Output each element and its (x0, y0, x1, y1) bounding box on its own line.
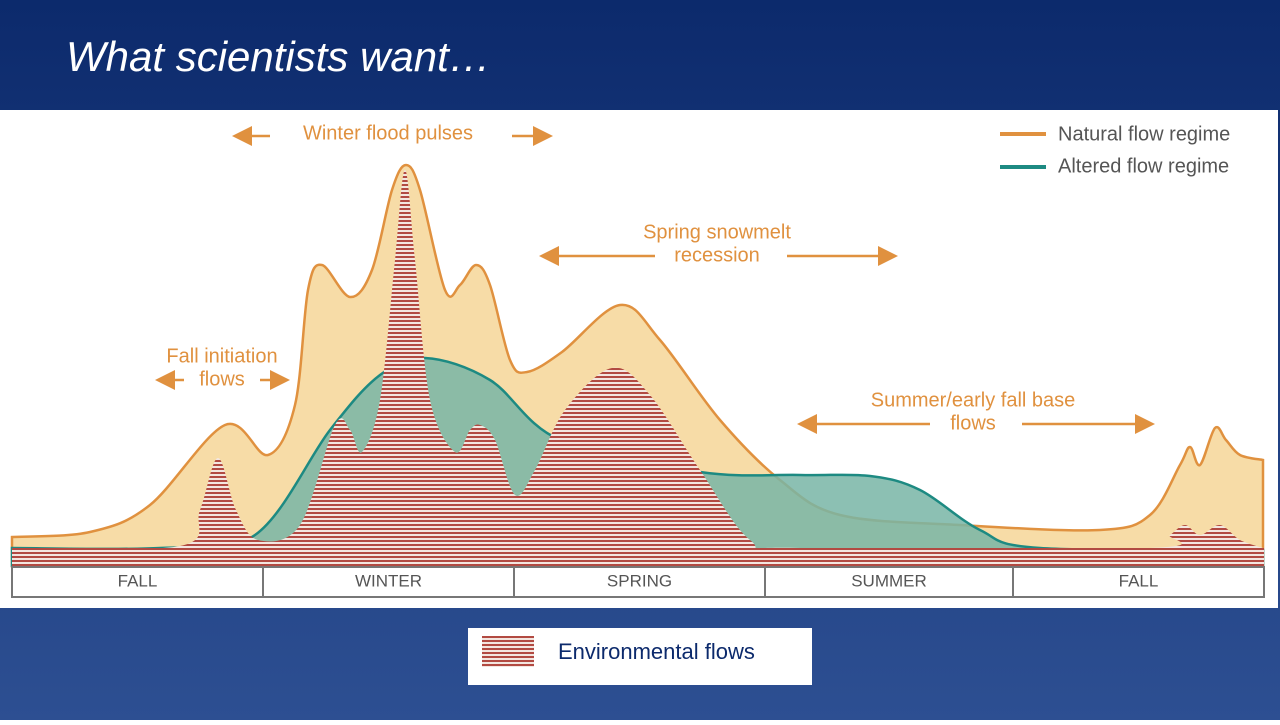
annotation: Winter flood pulses (303, 122, 473, 144)
environmental-base (12, 548, 1264, 566)
season-label: FALL (1119, 571, 1159, 590)
season-bar: FALL WINTER SPRING SUMMER FALL (11, 566, 1265, 598)
annotation: Spring snowmelt (643, 221, 791, 243)
annotation: Summer/early fall base (871, 389, 1076, 411)
legend-label: Natural flow regime (1058, 123, 1230, 145)
annotation: recession (674, 244, 760, 266)
slide-title: What scientists want… (66, 33, 491, 80)
legend-label: Altered flow regime (1058, 155, 1229, 177)
environmental-flow-area (12, 170, 1263, 566)
annotation: Fall initiation (166, 345, 277, 367)
season-label: SUMMER (851, 571, 927, 590)
annotation: flows (199, 368, 245, 390)
season-label: SPRING (607, 571, 672, 590)
season-label: FALL (118, 571, 158, 590)
legend-swatch (482, 636, 534, 667)
season-label: WINTER (355, 571, 422, 590)
annotation: flows (950, 412, 996, 434)
legend-label: Environmental flows (558, 639, 755, 664)
season-frame (11, 566, 1265, 598)
